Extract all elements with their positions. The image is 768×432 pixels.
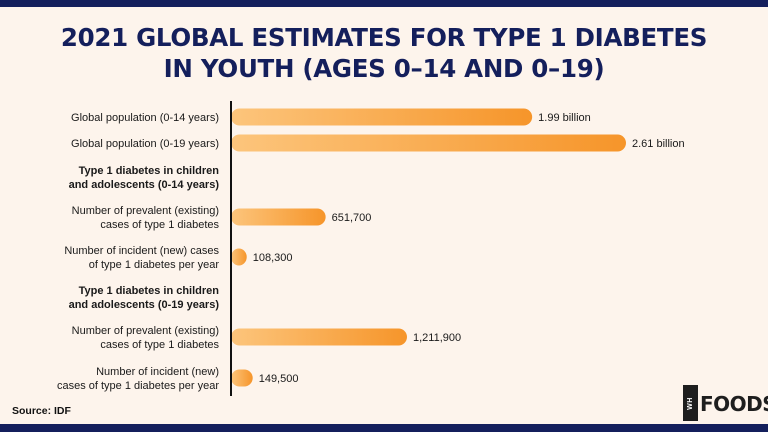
bar [231,369,253,387]
logo-text: FOODS [700,392,768,416]
section-heading: Type 1 diabetes in children [79,165,220,177]
category-label: cases of type 1 diabetes per year [57,380,219,392]
category-label: Global population (0-19 years) [71,138,219,150]
bar [231,248,247,266]
value-label: 1.99 billion [538,112,591,124]
category-label: Number of prevalent (existing) [72,325,219,337]
category-label: Global population (0-14 years) [71,112,219,124]
bar [231,108,533,126]
chart-title: 2021 GLOBAL ESTIMATES FOR TYPE 1 DIABETE… [0,22,768,84]
bottom-band [0,424,768,432]
category-label: cases of type 1 diabetes [100,339,219,351]
category-label: cases of type 1 diabetes [100,219,219,231]
section-heading: and adolescents (0-14 years) [69,179,220,191]
top-band [0,0,768,7]
value-label: 149,500 [259,373,299,385]
chart-title-line-1: 2021 GLOBAL ESTIMATES FOR TYPE 1 DIABETE… [60,23,708,52]
value-label: 651,700 [332,212,372,224]
section-heading: and adolescents (0-19 years) [69,299,220,311]
bar [231,208,326,226]
category-label: Number of incident (new) [96,366,219,378]
brand-logo: WH FOODS [683,385,768,421]
bar [231,328,407,346]
bar [231,134,626,152]
value-label: 108,300 [253,252,293,264]
category-label: Number of prevalent (existing) [72,205,219,217]
chart-title-line-2: IN YOUTH (AGES 0–14 AND 0–19) [163,54,605,83]
logo-box-text: WH [686,396,694,410]
category-label: Number of incident (new) cases [64,245,219,257]
category-label: of type 1 diabetes per year [89,259,220,271]
logo-box: WH [683,385,698,421]
section-heading: Type 1 diabetes in children [79,285,220,297]
value-label: 2.61 billion [632,138,685,150]
source-note: Source: IDF [12,405,71,417]
value-label: 1,211,900 [413,332,461,344]
